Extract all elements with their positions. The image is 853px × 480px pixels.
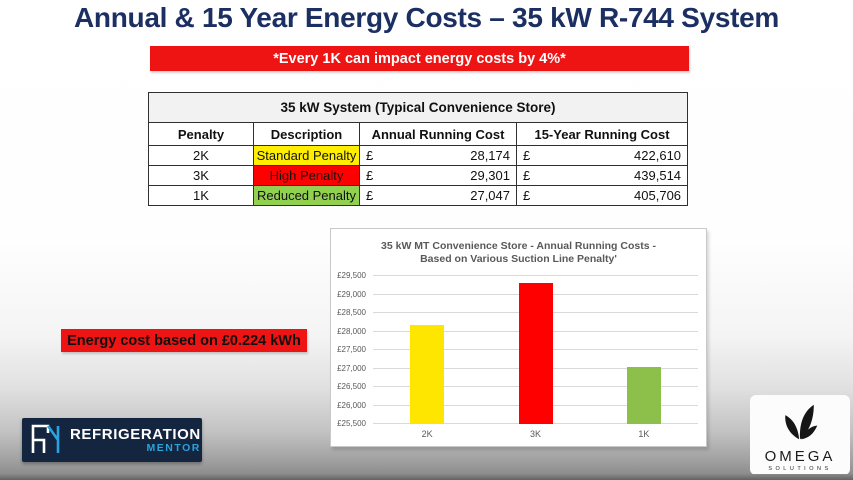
bar-chart-panel: 35 kW MT Convenience Store - Annual Runn… <box>330 228 707 447</box>
y-tick-label: £27,500 <box>337 345 366 354</box>
currency-symbol: £ <box>523 168 531 183</box>
col-header-description: Description <box>253 122 360 146</box>
currency-symbol: £ <box>523 188 531 203</box>
omega-subtitle: SOLUTIONS <box>768 466 832 472</box>
chart-title-line2: Based on Various Suction Line Penalty' <box>420 253 617 265</box>
currency-symbol: £ <box>366 168 374 183</box>
y-tick-label: £29,000 <box>337 289 366 299</box>
penalty-cell: 3K <box>148 165 254 186</box>
annual-cost-cell: £28,174 <box>361 148 516 163</box>
bar-2k <box>410 325 445 424</box>
currency-symbol: £ <box>523 148 531 163</box>
y-tick-label: £26,000 <box>337 400 366 410</box>
cost-table: 35 kW System (Typical Convenience Store)… <box>147 92 689 206</box>
table-header-row: Penalty Description Annual Running Cost … <box>148 122 689 146</box>
y-tick-label: £29,500 <box>337 271 366 280</box>
currency-symbol: £ <box>366 148 374 163</box>
fifteen-year-cost-cell: £439,514 <box>518 168 687 183</box>
x-tick-label: 3K <box>529 429 542 439</box>
impact-note-banner: *Every 1K can impact energy costs by 4%* <box>150 46 689 71</box>
x-tick-label: 2K <box>421 429 433 439</box>
fifteen-year-cost-cell: £422,610 <box>518 148 687 163</box>
table-row-1k: 1K Reduced Penalty £27,047 £405,706 <box>148 185 689 206</box>
col-header-15yr-cost: 15-Year Running Cost <box>515 122 689 146</box>
y-tick-label: £25,500 <box>337 419 366 428</box>
annual-cost-cell: £29,301 <box>361 168 516 183</box>
fifteen-year-cost-value: 439,514 <box>634 168 682 183</box>
table-row-3k: 3K High Penalty £29,301 £439,514 <box>148 165 689 186</box>
bar-1k <box>626 366 661 424</box>
col-header-annual-cost: Annual Running Cost <box>359 122 517 146</box>
page-title: Annual & 15 Year Energy Costs – 35 kW R-… <box>73 2 780 33</box>
y-tick-label: £28,000 <box>337 326 366 336</box>
table-caption: 35 kW System (Typical Convenience Store) <box>147 92 689 123</box>
table-caption-row: 35 kW System (Typical Convenience Store) <box>147 92 689 123</box>
energy-note-banner: Energy cost based on £0.224 kWh <box>61 329 307 352</box>
chart-y-axis: £25,500 £26,000 £26,500 £27,000 £27,500 £28,0… <box>333 271 369 428</box>
y-tick-label: £28,500 <box>337 308 366 317</box>
annual-cost-value: 28,174 <box>470 148 510 163</box>
penalty-cell: 2K <box>148 145 254 166</box>
gridline <box>373 275 698 276</box>
y-tick-label: £27,000 <box>337 363 366 373</box>
description-cell: High Penalty <box>253 165 360 186</box>
bar-3k <box>518 283 553 424</box>
currency-symbol: £ <box>366 188 374 203</box>
rm-logo-line2: MENTOR <box>146 442 201 454</box>
bottom-edge-bar <box>0 474 853 480</box>
x-tick-label: 1K <box>638 429 650 439</box>
fifteen-year-cost-value: 405,706 <box>634 188 682 203</box>
rm-logo-line1: REFRIGERATION <box>70 426 201 443</box>
col-header-penalty: Penalty <box>148 122 254 146</box>
fifteen-year-cost-cell: £405,706 <box>518 188 687 203</box>
description-cell: Standard Penalty <box>253 145 360 166</box>
rm-logo-text: REFRIGERATION MENTOR <box>70 426 201 454</box>
chart-title: 35 kW MT Convenience Store - Annual Runn… <box>331 240 706 266</box>
refrigeration-mentor-logo: REFRIGERATION MENTOR <box>22 418 202 462</box>
chart-plot-area: 2K 3K 1K <box>373 275 698 439</box>
description-cell: Reduced Penalty <box>253 185 360 206</box>
table-row-2k: 2K Standard Penalty £28,174 £422,610 <box>148 145 689 166</box>
fifteen-year-cost-value: 422,610 <box>634 148 682 163</box>
annual-cost-value: 29,301 <box>470 168 510 183</box>
penalty-cell: 1K <box>148 185 254 206</box>
rm-monogram-icon <box>28 421 64 460</box>
chart-title-line1: 35 kW MT Convenience Store - Annual Runn… <box>381 240 656 252</box>
annual-cost-value: 27,047 <box>470 188 510 203</box>
omega-leaf-icon <box>778 403 822 446</box>
omega-name: OMEGA <box>764 448 836 465</box>
annual-cost-cell: £27,047 <box>361 188 516 203</box>
y-tick-label: £26,500 <box>337 382 366 391</box>
omega-solutions-logo: OMEGA SOLUTIONS <box>750 395 850 475</box>
